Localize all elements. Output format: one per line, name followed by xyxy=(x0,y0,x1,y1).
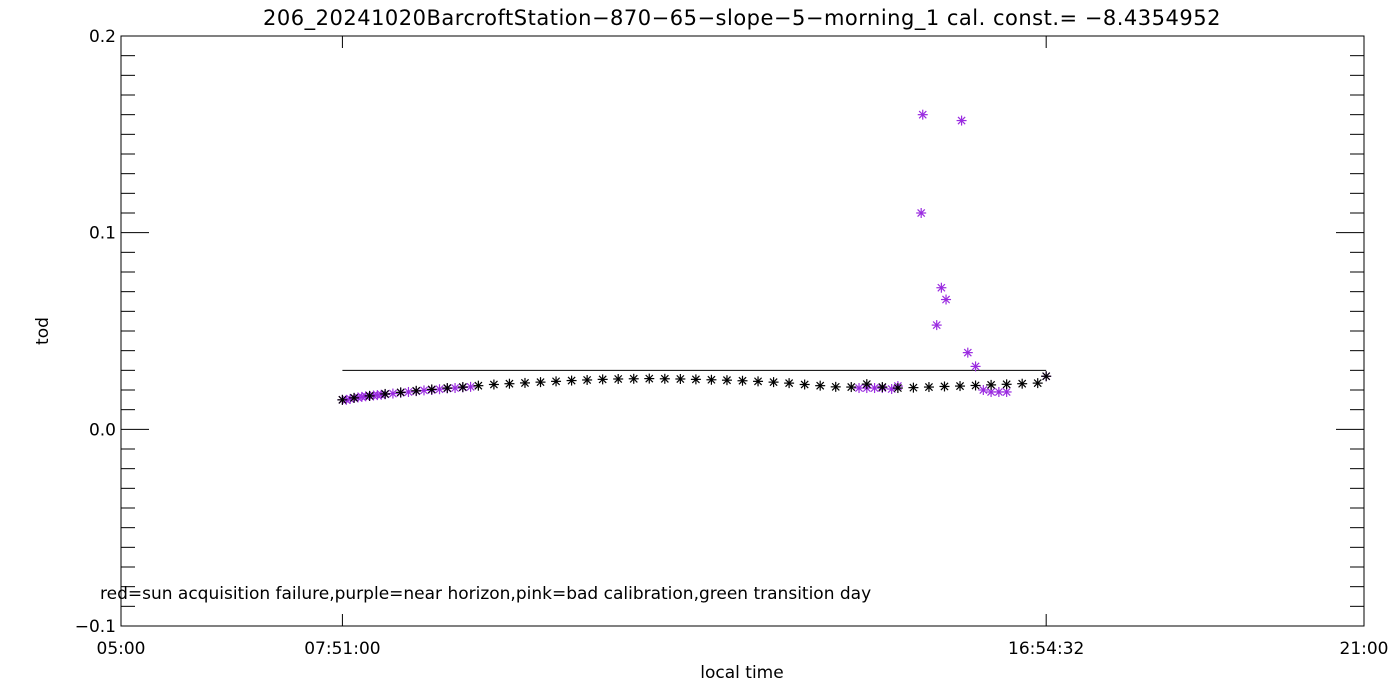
data-point xyxy=(488,379,499,390)
y-tick-label: −0.1 xyxy=(75,617,116,637)
data-point xyxy=(939,381,950,392)
data-point xyxy=(426,384,437,395)
data-point xyxy=(1041,371,1052,382)
data-point xyxy=(659,373,670,384)
data-point xyxy=(535,377,546,388)
data-point xyxy=(1017,378,1028,389)
data-point xyxy=(892,383,903,394)
data-point xyxy=(706,374,717,385)
data-point xyxy=(908,382,919,393)
data-point xyxy=(917,109,928,120)
data-point xyxy=(768,377,779,388)
y-tick-label: 0.2 xyxy=(89,27,116,47)
data-point xyxy=(690,374,701,385)
data-point xyxy=(1001,379,1012,390)
data-point xyxy=(877,382,888,393)
y-tick-label: 0.1 xyxy=(89,224,116,244)
x-tick-label: 07:51:00 xyxy=(304,639,380,659)
data-point xyxy=(519,377,530,388)
data-point xyxy=(364,390,375,401)
data-point xyxy=(1032,378,1043,389)
data-point xyxy=(418,385,429,396)
x-axis-title: local time xyxy=(700,663,783,683)
data-point xyxy=(411,385,422,396)
data-point xyxy=(349,392,360,403)
data-point xyxy=(473,380,484,391)
plot-frame xyxy=(120,35,1365,627)
data-point xyxy=(644,373,655,384)
data-point xyxy=(582,374,593,385)
x-ticks: 05:00 07:51:00 16:54:32 21:00 xyxy=(97,36,1389,659)
data-point xyxy=(986,379,997,390)
data-point xyxy=(941,294,952,305)
data-point xyxy=(675,373,686,384)
data-point xyxy=(970,380,981,391)
chart-title: 206_20241020BarcroftStation−870−65−slope… xyxy=(263,6,1221,31)
x-tick-label: 21:00 xyxy=(1340,639,1389,659)
data-point xyxy=(737,375,748,386)
data-point xyxy=(613,373,624,384)
data-point xyxy=(931,320,942,331)
data-point xyxy=(380,388,391,399)
data-point xyxy=(721,375,732,386)
x-tick-label: 16:54:32 xyxy=(1008,639,1084,659)
data-point xyxy=(597,374,608,385)
data-point xyxy=(956,115,967,126)
data-point xyxy=(395,387,406,398)
data-point xyxy=(1001,386,1012,397)
data-point xyxy=(923,382,934,393)
data-point xyxy=(815,380,826,391)
data-point xyxy=(337,394,348,405)
data-point xyxy=(978,385,989,395)
data-point xyxy=(970,361,981,372)
y-tick-label: 0.0 xyxy=(89,420,116,440)
data-point xyxy=(869,383,880,394)
data-point xyxy=(465,381,476,392)
y-axis-title: tod xyxy=(33,317,53,345)
data-point xyxy=(551,376,562,387)
data-point xyxy=(442,383,453,394)
data-point xyxy=(628,373,639,384)
data-point xyxy=(799,379,810,390)
data-point xyxy=(936,282,947,293)
data-point xyxy=(504,378,515,389)
x-tick-label: 05:00 xyxy=(97,639,146,659)
data-point xyxy=(962,347,973,358)
data-point xyxy=(861,379,872,390)
data-point xyxy=(830,381,841,392)
data-point xyxy=(566,375,577,386)
y-ticks: −0.1 0.0 0.1 0.2 xyxy=(75,27,1364,637)
data-point xyxy=(753,376,764,387)
data-point xyxy=(403,386,414,397)
data-point xyxy=(955,381,966,392)
legend-note: red=sun acquisition failure,purple=near … xyxy=(100,584,871,604)
data-points xyxy=(337,109,1052,405)
data-point xyxy=(846,382,857,393)
data-point xyxy=(784,378,795,389)
data-point xyxy=(916,208,927,218)
data-point xyxy=(457,382,468,393)
y-minor-ticks xyxy=(121,55,1364,607)
